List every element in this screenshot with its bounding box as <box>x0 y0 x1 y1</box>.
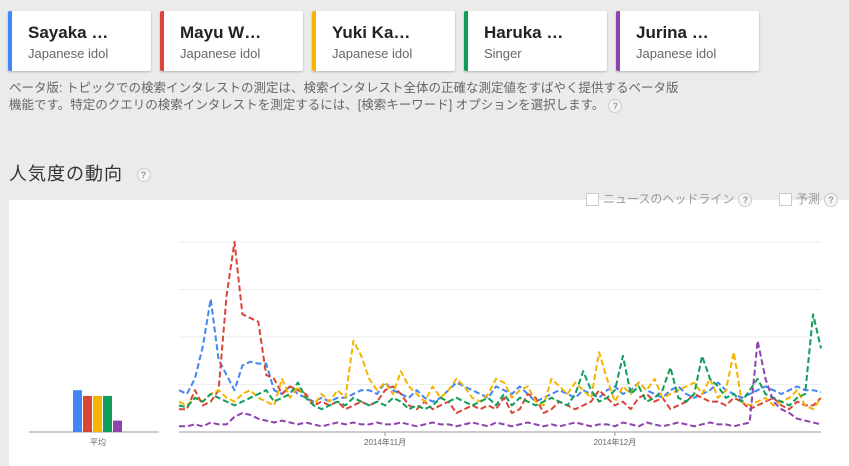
topic-card[interactable]: Haruka … Singer <box>464 11 607 71</box>
topic-color-stripe <box>464 11 468 71</box>
forecast-checkbox[interactable] <box>779 193 792 207</box>
beta-notice-line2: 機能です。特定のクエリの検索インタレストを測定するには、[検索キーワード] オプ… <box>9 98 605 112</box>
x-tick-label: 2014年11月 <box>364 437 406 447</box>
topic-color-stripe <box>312 11 316 71</box>
series-line <box>178 339 822 411</box>
series-line <box>179 241 822 414</box>
forecast-label: 予測 <box>796 192 821 206</box>
topic-name: Yuki Ka… <box>332 23 411 42</box>
topic-name: Jurina … <box>636 23 709 42</box>
topic-name: Haruka … <box>484 23 564 42</box>
x-tick-label: 2014年12月 <box>594 437 637 447</box>
section-title: 人気度の動向? <box>9 160 151 186</box>
topic-type: Japanese idol <box>28 46 109 61</box>
average-bar <box>83 395 92 432</box>
topic-type: Japanese idol <box>636 46 717 61</box>
average-bar <box>103 395 112 432</box>
section-title-text: 人気度の動向 <box>9 164 123 184</box>
help-icon[interactable]: ? <box>738 192 753 207</box>
topic-color-stripe <box>616 11 620 71</box>
series-line <box>178 298 822 403</box>
series-line <box>179 339 822 428</box>
topic-card[interactable]: Sayaka … Japanese idol <box>8 11 151 71</box>
topic-name: Sayaka … <box>28 23 109 42</box>
beta-notice: ベータ版: トピックでの検索インタレストの測定は、検索インタレスト全体の正確な測… <box>9 80 709 114</box>
topic-type: Japanese idol <box>180 46 261 61</box>
topic-name: Mayu W… <box>180 23 262 42</box>
beta-notice-line1: ベータ版: トピックでの検索インタレストの測定は、検索インタレスト全体の正確な測… <box>9 81 679 95</box>
interest-over-time-chart: 平均 2014年11月 2014年12月 <box>29 241 822 447</box>
forecast-option[interactable]: 予測? <box>779 190 839 207</box>
news-headlines-option[interactable]: ニュースのヘッドライン? <box>586 190 753 207</box>
average-bar <box>113 420 122 432</box>
series-line <box>178 313 822 411</box>
help-icon[interactable]: ? <box>608 98 623 113</box>
news-headlines-label: ニュースのヘッドライン <box>603 192 735 206</box>
chart-panel: 平均 2014年11月 2014年12月 <box>9 200 849 466</box>
average-bar <box>93 395 102 432</box>
average-label: 平均 <box>90 437 106 447</box>
topic-type: Singer <box>484 46 522 61</box>
average-bar <box>73 390 82 432</box>
topic-type: Japanese idol <box>332 46 413 61</box>
topic-card[interactable]: Jurina … Japanese idol <box>616 11 759 71</box>
topic-color-stripe <box>160 11 164 71</box>
topic-card[interactable]: Mayu W… Japanese idol <box>160 11 303 71</box>
help-icon[interactable]: ? <box>137 168 151 183</box>
news-headlines-checkbox[interactable] <box>586 193 599 207</box>
help-icon[interactable]: ? <box>824 192 839 207</box>
topic-color-stripe <box>8 11 12 71</box>
topic-card[interactable]: Yuki Ka… Japanese idol <box>312 11 455 71</box>
